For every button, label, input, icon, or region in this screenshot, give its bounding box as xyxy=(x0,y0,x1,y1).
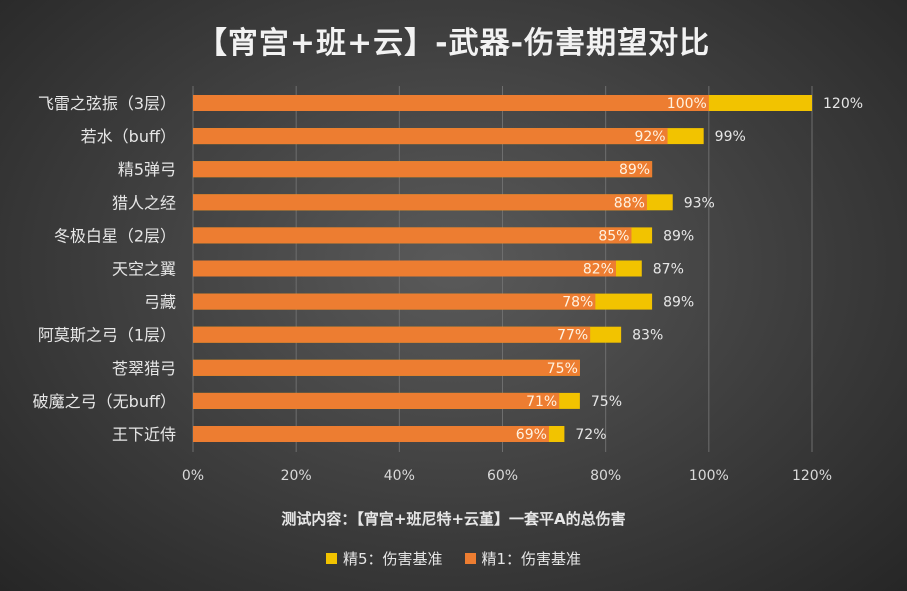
data-label-refine1: 82% xyxy=(583,262,614,278)
category-label: 阿莫斯之弓（1层） xyxy=(38,326,176,345)
data-label-refine1: 88% xyxy=(614,195,645,211)
bar-refine1 xyxy=(193,227,632,244)
data-label-refine5: 89% xyxy=(663,228,694,244)
data-label-refine1: 92% xyxy=(634,129,665,145)
category-label: 若水（buff） xyxy=(81,127,176,146)
legend-item-refine5: 精5：伤害基准 xyxy=(325,548,443,569)
category-label: 飞雷之弦振（3层） xyxy=(38,94,176,113)
data-label-refine5: 83% xyxy=(632,328,663,344)
data-label-refine5: 120% xyxy=(823,96,863,112)
bar-refine1 xyxy=(193,426,549,442)
bar-refine1 xyxy=(193,260,616,277)
x-tick-label: 120% xyxy=(792,468,832,484)
bar-refine1 xyxy=(193,392,560,409)
data-label-refine1: 100% xyxy=(667,96,707,112)
bar-refine1 xyxy=(193,128,668,145)
data-label-refine5: 99% xyxy=(715,129,746,145)
data-label-refine1: 75% xyxy=(547,361,578,377)
x-tick-label: 80% xyxy=(590,468,621,484)
category-label: 精5弹弓 xyxy=(118,160,176,179)
data-label-refine5: 72% xyxy=(575,427,606,443)
category-label: 猎人之经 xyxy=(112,193,176,212)
legend-label-refine5: 精5：伤害基准 xyxy=(342,550,443,568)
data-label-refine5: 93% xyxy=(684,195,715,211)
legend: 精5：伤害基准 精1：伤害基准 xyxy=(0,548,907,569)
bar-refine1 xyxy=(193,161,653,178)
bar-refine1 xyxy=(193,95,709,111)
legend-item-refine1: 精1：伤害基准 xyxy=(464,548,582,569)
x-tick-label: 40% xyxy=(384,468,415,484)
legend-label-refine1: 精1：伤害基准 xyxy=(481,550,582,568)
x-tick-label: 60% xyxy=(487,468,518,484)
x-tick-label: 0% xyxy=(182,468,204,484)
data-label-refine1: 69% xyxy=(516,427,547,443)
category-label: 王下近侍 xyxy=(112,425,176,444)
data-label-refine1: 71% xyxy=(526,394,557,410)
category-label: 弓藏 xyxy=(144,293,176,312)
x-tick-label: 100% xyxy=(689,468,729,484)
category-label: 天空之翼 xyxy=(112,260,176,279)
chart-title: 【宵宫+班+云】-武器-伤害期望对比 xyxy=(196,26,711,61)
data-label-refine5: 87% xyxy=(653,262,684,278)
bar-refine1 xyxy=(193,359,580,376)
legend-swatch-refine1 xyxy=(464,553,476,564)
x-tick-label: 20% xyxy=(281,468,312,484)
data-label-refine1: 89% xyxy=(619,162,650,178)
legend-swatch-refine5 xyxy=(325,553,337,564)
data-label-refine1: 85% xyxy=(598,228,629,244)
bar-refine1 xyxy=(193,293,596,310)
bar-refine1 xyxy=(193,326,591,343)
data-label-refine1: 77% xyxy=(557,328,588,344)
data-label-refine5: 75% xyxy=(591,394,622,410)
x-axis-label: 测试内容：【宵宫+班尼特+云堇】一套平A的总伤害 xyxy=(281,510,626,528)
category-label: 苍翠猎弓 xyxy=(112,359,176,378)
data-label-refine5: 89% xyxy=(663,295,694,311)
category-label: 破魔之弓（无buff） xyxy=(33,392,176,411)
category-label: 冬极白星（2层） xyxy=(54,226,176,245)
bar-refine1 xyxy=(193,194,647,211)
data-label-refine1: 78% xyxy=(562,295,593,311)
